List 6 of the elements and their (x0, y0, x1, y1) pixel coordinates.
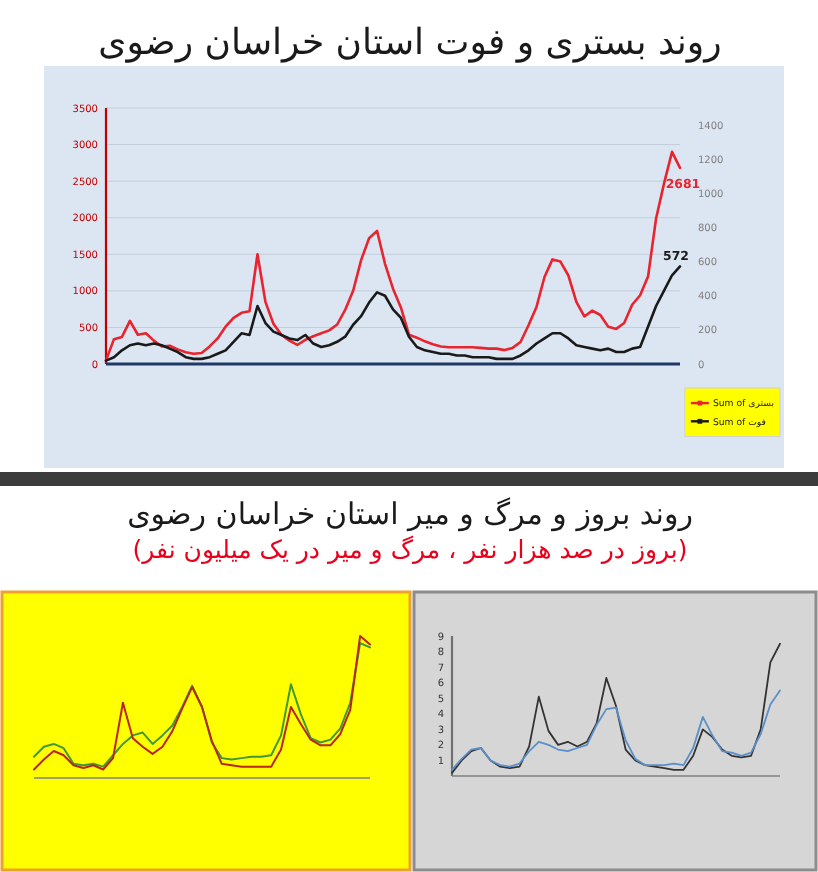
chart-title: روند بستری و فوت استان خراسان رضوی (98, 22, 722, 64)
text: (بروز در صد هزار نفر ، مرگ و میر در یک میلیون نفر) (132, 534, 688, 566)
line-series (451, 689, 781, 771)
text: روند بروز و مرگ و میر استان خراسان رضوی (127, 496, 693, 532)
line-series (451, 642, 781, 774)
line-series (104, 265, 682, 362)
